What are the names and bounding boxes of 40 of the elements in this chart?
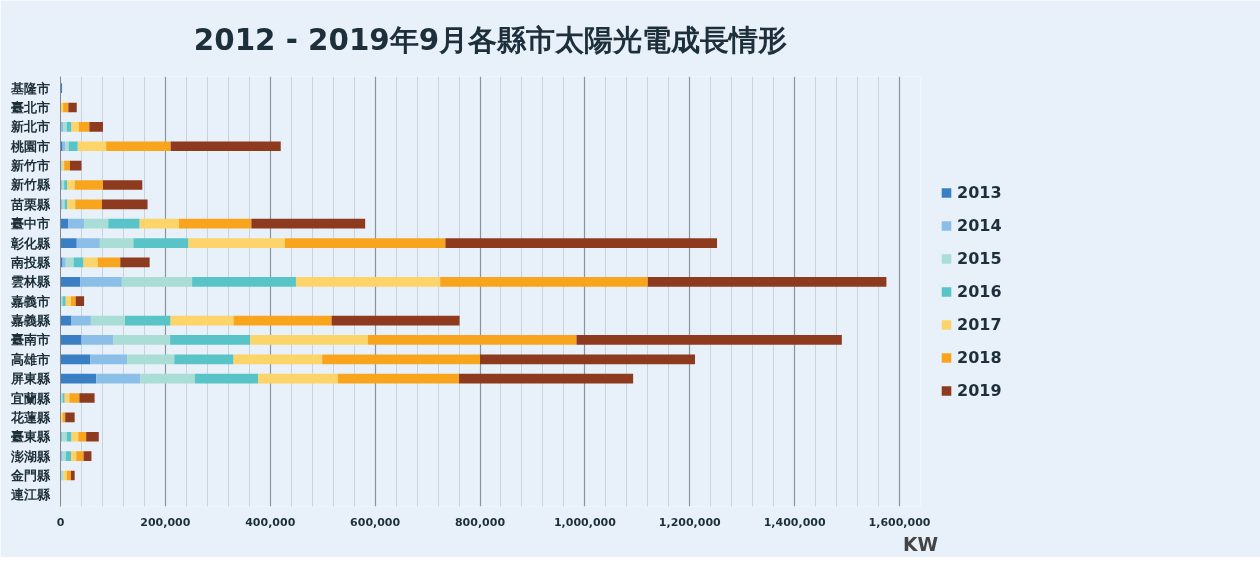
y-tick-label: 嘉義市	[10, 293, 50, 309]
x-tick-label: 800,000	[454, 515, 506, 529]
y-tick-label: 花蓮縣	[9, 409, 51, 425]
x-tick-label: 1,600,000	[868, 515, 931, 529]
y-tick-label: 嘉義縣	[10, 313, 51, 329]
y-tick-label: 臺北市	[10, 99, 50, 115]
x-tick-label: 400,000	[245, 515, 296, 529]
x-tick-label: 1,200,000	[658, 515, 722, 529]
y-tick-label: 彰化縣	[9, 235, 51, 251]
y-tick-label: 臺東縣	[10, 429, 51, 445]
legend-label: 2018	[957, 347, 1002, 367]
y-tick-label: 基隆市	[9, 80, 50, 96]
y-tick-label: 連江縣	[9, 487, 51, 503]
chart-title: 2012 - 2019年9月各縣市太陽光電成長情形	[193, 22, 788, 57]
legend-label: 2014	[957, 215, 1002, 235]
y-tick-label: 雲林縣	[10, 274, 51, 290]
y-tick-label: 南投縣	[9, 254, 51, 270]
y-tick-label: 新北市	[9, 119, 50, 135]
legend-label: 2015	[957, 248, 1002, 268]
legend-label: 2013	[957, 182, 1002, 202]
x-tick-label: 200,000	[140, 515, 191, 529]
y-tick-label: 苗栗縣	[9, 196, 51, 212]
y-tick-label: 宜蘭縣	[10, 390, 51, 406]
y-tick-label: 新竹市	[9, 158, 50, 174]
y-tick-label: 澎湖縣	[9, 448, 51, 464]
y-tick-label: 高雄市	[10, 351, 50, 367]
x-tick-label: 600,000	[350, 515, 401, 529]
x-tick-label: 1,400,000	[763, 515, 826, 529]
legend-label: 2017	[957, 314, 1002, 334]
y-tick-label: 桃園市	[9, 138, 50, 154]
y-tick-label: 金門縣	[9, 468, 51, 484]
y-tick-label: 臺中市	[10, 216, 50, 232]
x-axis-title: KW	[902, 533, 939, 555]
y-tick-label: 臺南市	[10, 332, 50, 348]
y-tick-label: 新竹縣	[9, 177, 51, 193]
legend-label: 2019	[957, 380, 1002, 400]
x-tick-label: 1,000,000	[553, 515, 617, 529]
legend-label: 2016	[957, 281, 1002, 301]
y-tick-label: 屏東縣	[9, 371, 51, 387]
x-tick-label: 0	[56, 515, 65, 529]
